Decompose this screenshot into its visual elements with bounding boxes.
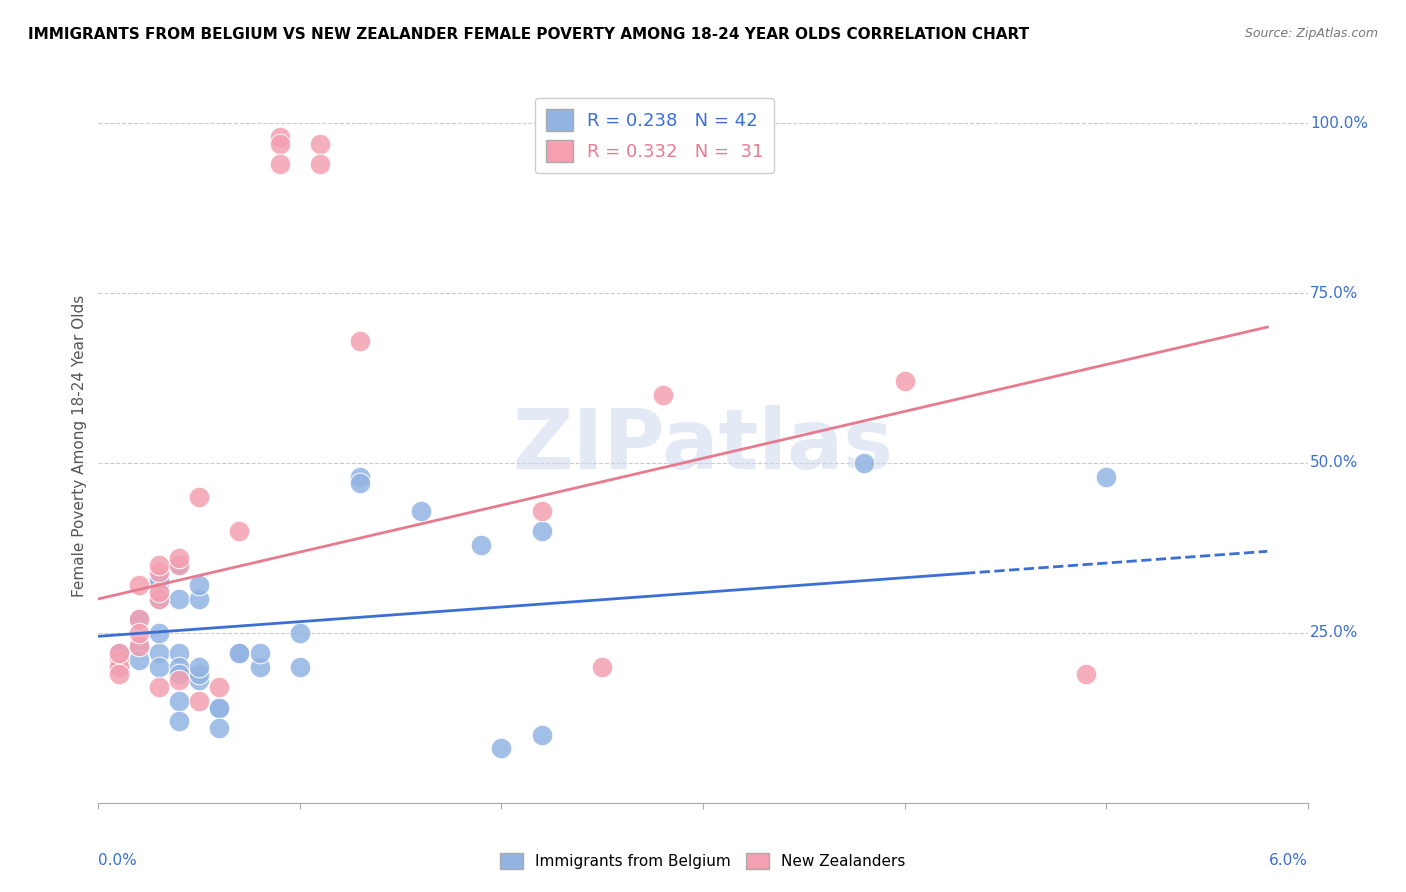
Point bbox=[148, 591, 170, 606]
Point bbox=[107, 646, 129, 660]
Point bbox=[128, 626, 150, 640]
Point bbox=[167, 694, 190, 708]
Point bbox=[167, 673, 190, 688]
Point bbox=[188, 660, 211, 674]
Point bbox=[148, 646, 170, 660]
Point bbox=[167, 558, 190, 572]
Point bbox=[128, 640, 150, 654]
Text: ZIPatlas: ZIPatlas bbox=[513, 406, 893, 486]
Point bbox=[107, 646, 129, 660]
Point bbox=[148, 565, 170, 579]
Text: 100.0%: 100.0% bbox=[1310, 116, 1368, 131]
Legend: R = 0.238   N = 42, R = 0.332   N =  31: R = 0.238 N = 42, R = 0.332 N = 31 bbox=[534, 98, 775, 173]
Point bbox=[470, 537, 492, 551]
Point bbox=[228, 524, 250, 538]
Text: 0.0%: 0.0% bbox=[98, 853, 138, 868]
Point bbox=[107, 653, 129, 667]
Text: Source: ZipAtlas.com: Source: ZipAtlas.com bbox=[1244, 27, 1378, 40]
Point bbox=[188, 490, 211, 504]
Point bbox=[530, 503, 553, 517]
Point bbox=[349, 334, 371, 348]
Point bbox=[128, 640, 150, 654]
Point bbox=[1095, 469, 1118, 483]
Point bbox=[148, 572, 170, 586]
Point bbox=[249, 660, 271, 674]
Point bbox=[107, 666, 129, 681]
Point bbox=[167, 558, 190, 572]
Point bbox=[167, 666, 190, 681]
Point bbox=[208, 680, 231, 694]
Point bbox=[167, 714, 190, 729]
Point bbox=[148, 558, 170, 572]
Point bbox=[148, 591, 170, 606]
Point bbox=[249, 646, 271, 660]
Point bbox=[167, 551, 190, 566]
Point bbox=[107, 660, 129, 674]
Point bbox=[188, 666, 211, 681]
Point bbox=[188, 578, 211, 592]
Point bbox=[309, 136, 332, 151]
Point bbox=[188, 694, 211, 708]
Legend: Immigrants from Belgium, New Zealanders: Immigrants from Belgium, New Zealanders bbox=[494, 847, 912, 875]
Point bbox=[188, 673, 211, 688]
Point bbox=[893, 375, 915, 389]
Point bbox=[288, 660, 311, 674]
Point bbox=[167, 558, 190, 572]
Point bbox=[167, 591, 190, 606]
Point bbox=[208, 700, 231, 714]
Point bbox=[228, 646, 250, 660]
Point bbox=[148, 660, 170, 674]
Point bbox=[651, 388, 673, 402]
Point bbox=[1074, 666, 1097, 681]
Point bbox=[269, 136, 291, 151]
Point bbox=[167, 660, 190, 674]
Point bbox=[591, 660, 613, 674]
Text: 6.0%: 6.0% bbox=[1268, 853, 1308, 868]
Point bbox=[167, 646, 190, 660]
Point bbox=[128, 653, 150, 667]
Text: 75.0%: 75.0% bbox=[1310, 285, 1358, 301]
Point bbox=[349, 469, 371, 483]
Point bbox=[208, 721, 231, 735]
Point bbox=[228, 646, 250, 660]
Point bbox=[148, 578, 170, 592]
Point bbox=[530, 524, 553, 538]
Point bbox=[269, 129, 291, 144]
Point bbox=[148, 626, 170, 640]
Point bbox=[269, 157, 291, 171]
Point bbox=[530, 728, 553, 742]
Text: IMMIGRANTS FROM BELGIUM VS NEW ZEALANDER FEMALE POVERTY AMONG 18-24 YEAR OLDS CO: IMMIGRANTS FROM BELGIUM VS NEW ZEALANDER… bbox=[28, 27, 1029, 42]
Point bbox=[148, 585, 170, 599]
Point bbox=[349, 476, 371, 491]
Point bbox=[148, 680, 170, 694]
Point bbox=[128, 612, 150, 626]
Point bbox=[309, 157, 332, 171]
Text: 25.0%: 25.0% bbox=[1310, 625, 1358, 640]
Point bbox=[188, 591, 211, 606]
Point bbox=[409, 503, 432, 517]
Point bbox=[128, 578, 150, 592]
Point bbox=[107, 660, 129, 674]
Point bbox=[853, 456, 876, 470]
Point bbox=[491, 741, 513, 756]
Point bbox=[288, 626, 311, 640]
Text: 50.0%: 50.0% bbox=[1310, 456, 1358, 470]
Point bbox=[128, 612, 150, 626]
Y-axis label: Female Poverty Among 18-24 Year Olds: Female Poverty Among 18-24 Year Olds bbox=[72, 295, 87, 597]
Point bbox=[208, 700, 231, 714]
